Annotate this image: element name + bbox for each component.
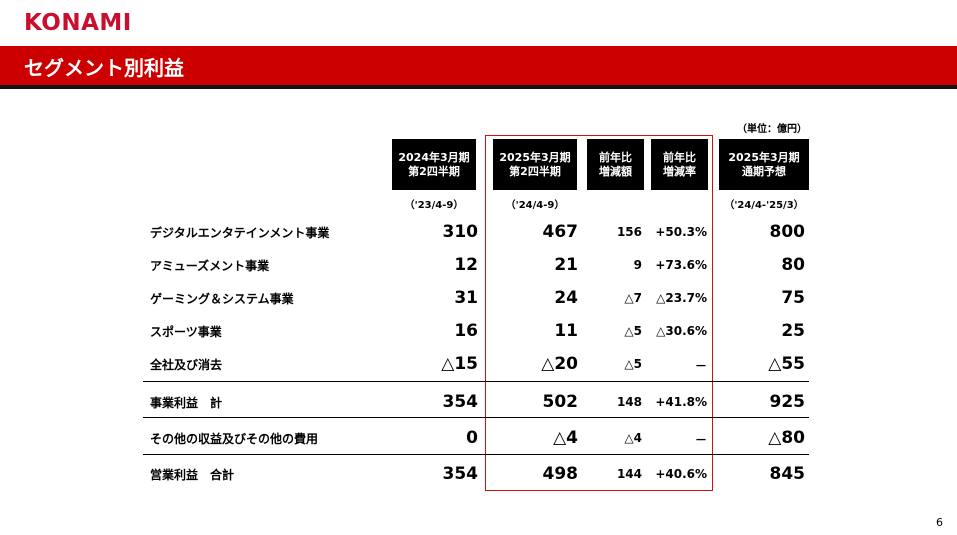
table-cell: 310 <box>442 222 479 242</box>
col-header-line2: 通期予想 <box>742 164 786 178</box>
table-cell: +41.8% <box>655 395 707 409</box>
table-cell: 80 <box>781 255 805 275</box>
table-cell: 9 <box>633 258 642 272</box>
table-cell: △20 <box>541 354 578 374</box>
table-cell: 800 <box>769 222 806 242</box>
row-label: 営業利益 合計 <box>150 468 235 482</box>
table-cell: 467 <box>542 222 579 242</box>
table-cell: 11 <box>554 321 578 341</box>
table-cell: △7 <box>624 291 642 305</box>
table-cell: △55 <box>768 354 805 374</box>
table-cell: 25 <box>781 321 805 341</box>
page-number: 6 <box>936 516 943 529</box>
table-cell: △23.7% <box>656 291 707 305</box>
table-cell: 21 <box>554 255 578 275</box>
table-cell: 354 <box>442 464 479 484</box>
table-cell: 31 <box>454 288 478 308</box>
period-fy25-forecast: （'24/4-'25/3） <box>724 200 804 211</box>
table-cell: 148 <box>616 395 642 409</box>
table-cell: 16 <box>454 321 478 341</box>
slide-title: セグメント別利益 <box>24 56 184 80</box>
table-cell: 156 <box>616 225 642 239</box>
row-label: 全社及び消去 <box>150 358 223 372</box>
row-label: デジタルエンタテインメント事業 <box>150 226 330 240</box>
row-label: スポーツ事業 <box>150 325 222 339</box>
unit-note: （単位：億円） <box>737 124 807 135</box>
row-divider <box>143 381 809 382</box>
col-header-fy24q2: 2024年3月期 第2四半期 <box>392 139 476 190</box>
table-cell: 354 <box>442 392 479 412</box>
row-label: その他の収益及びその他の費用 <box>150 432 319 446</box>
title-underline <box>0 85 957 89</box>
col-header-yoy-amount: 前年比 増減額 <box>587 139 644 190</box>
table-cell: 24 <box>554 288 578 308</box>
title-bar <box>0 46 957 85</box>
table-cell: △4 <box>553 428 578 448</box>
col-header-line1: 2025年3月期 <box>728 150 800 164</box>
col-header-fy25q2: 2025年3月期 第2四半期 <box>493 139 577 190</box>
highlight-box <box>485 135 713 491</box>
table-cell: 75 <box>781 288 805 308</box>
row-label: ゲーミング＆システム事業 <box>150 292 294 306</box>
row-divider <box>143 454 809 455</box>
table-cell: 845 <box>769 464 806 484</box>
period-fy24q2: （'23/4-9） <box>404 200 464 211</box>
table-cell: △30.6% <box>656 324 707 338</box>
col-header-line2: 増減率 <box>663 164 696 178</box>
table-cell: +50.3% <box>655 225 707 239</box>
col-header-line1: 2025年3月期 <box>499 150 571 164</box>
table-cell: － <box>694 359 707 373</box>
col-header-line2: 第2四半期 <box>408 164 460 178</box>
row-label: 事業利益 計 <box>150 396 223 410</box>
col-header-line1: 前年比 <box>663 150 696 164</box>
table-cell: +73.6% <box>655 258 707 272</box>
table-cell: 12 <box>454 255 478 275</box>
row-divider <box>143 417 809 418</box>
table-cell: △15 <box>441 354 478 374</box>
table-cell: △4 <box>624 431 642 445</box>
table-cell: △5 <box>624 357 642 371</box>
konami-logo: KONAMI <box>24 10 132 36</box>
table-cell: － <box>694 433 707 447</box>
col-header-fy25-forecast: 2025年3月期 通期予想 <box>719 139 809 190</box>
col-header-line2: 増減額 <box>599 164 632 178</box>
table-cell: △5 <box>624 324 642 338</box>
col-header-line1: 2024年3月期 <box>398 150 470 164</box>
table-cell: △80 <box>768 428 805 448</box>
table-cell: 0 <box>466 428 478 448</box>
table-cell: 498 <box>542 464 579 484</box>
col-header-line2: 第2四半期 <box>509 164 561 178</box>
table-cell: 925 <box>769 392 806 412</box>
col-header-yoy-rate: 前年比 増減率 <box>651 139 708 190</box>
row-label: アミューズメント事業 <box>150 259 270 273</box>
table-cell: +40.6% <box>655 467 707 481</box>
table-cell: 502 <box>542 392 579 412</box>
table-cell: 144 <box>616 467 642 481</box>
period-fy25q2: （'24/4-9） <box>505 200 565 211</box>
col-header-line1: 前年比 <box>599 150 632 164</box>
